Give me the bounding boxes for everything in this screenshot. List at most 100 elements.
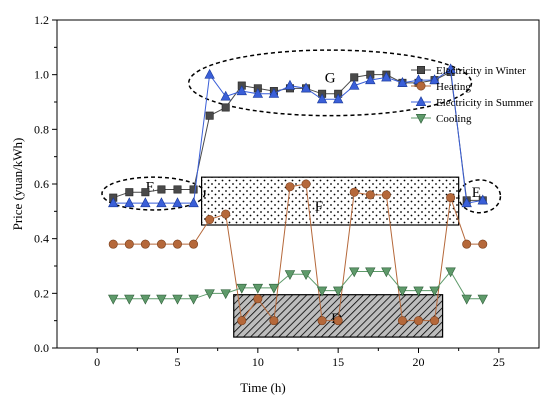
data-point	[365, 267, 376, 278]
data-point	[156, 294, 167, 305]
y-tick-label: 1.0	[34, 68, 49, 82]
legend-marker	[416, 81, 426, 91]
axes-layer: 0 5 10 15 20 25 0.0 0.2 0.4 0.6 0.8 1.0 1.2	[34, 13, 505, 369]
annotation-box-f	[201, 176, 460, 226]
data-point	[316, 286, 328, 297]
legend: Electricity in Winter Heating Electricity …	[411, 65, 533, 125]
legend-marker	[415, 96, 427, 106]
annotation-ellipse-e	[457, 179, 502, 214]
data-point	[236, 85, 247, 96]
data-point	[461, 197, 472, 208]
data-point	[478, 239, 488, 249]
data-point	[204, 289, 215, 300]
data-point	[349, 187, 359, 197]
data-point	[477, 194, 488, 205]
data-point	[397, 316, 407, 326]
data-point	[140, 239, 150, 249]
data-point	[301, 179, 311, 189]
y-axis-label: Price (yuan/kWh)	[10, 138, 25, 231]
data-point	[188, 294, 199, 305]
legend-label: Heating	[436, 81, 471, 93]
data-point	[397, 77, 408, 87]
data-point	[253, 294, 263, 304]
data-point	[317, 316, 327, 326]
annotation-label: G	[325, 70, 336, 86]
data-point	[333, 316, 343, 326]
annotation-layer: EEGFD	[101, 49, 502, 338]
annotation-ellipse-g	[187, 49, 473, 117]
data-point	[252, 87, 264, 98]
data-point	[157, 185, 166, 194]
series-1	[108, 179, 488, 326]
data-point	[284, 270, 296, 281]
data-point	[125, 188, 134, 197]
data-point	[108, 294, 119, 305]
data-point	[189, 239, 199, 249]
data-point	[349, 267, 360, 278]
data-point	[268, 283, 280, 294]
annotation-ellipse-e	[101, 176, 206, 211]
y-tick-label: 0.2	[34, 286, 49, 300]
x-tick-label: 25	[493, 355, 505, 369]
y-tick-label: 0.0	[34, 341, 49, 355]
data-point	[429, 286, 440, 297]
data-point	[365, 190, 375, 200]
data-point	[221, 209, 231, 219]
data-point	[429, 74, 440, 85]
data-point	[365, 74, 376, 85]
x-tick-label: 20	[413, 355, 425, 369]
legend-marker	[416, 66, 425, 75]
data-point	[446, 193, 456, 203]
data-point	[236, 283, 247, 294]
y-tick-label: 1.2	[34, 13, 49, 27]
data-point	[285, 182, 295, 192]
data-point	[397, 286, 408, 297]
data-point	[300, 82, 312, 93]
data-point	[173, 239, 183, 249]
series-3	[108, 267, 488, 305]
data-point	[220, 289, 231, 300]
data-point	[332, 93, 344, 104]
data-point	[140, 294, 151, 305]
legend-label: Electricity in Winter	[436, 65, 526, 77]
data-point	[381, 190, 391, 200]
annotation-label: F	[315, 199, 323, 215]
annotation-label: E	[146, 180, 155, 196]
data-point	[237, 316, 247, 326]
data-point	[381, 71, 392, 82]
data-point	[221, 103, 230, 112]
data-point	[173, 185, 182, 194]
data-point	[205, 215, 215, 225]
data-point	[269, 316, 279, 326]
data-point	[220, 90, 231, 101]
y-tick-label: 0.4	[34, 232, 49, 246]
data-point	[332, 286, 344, 297]
data-point	[462, 239, 472, 249]
data-point	[172, 294, 183, 305]
data-point	[205, 111, 214, 120]
data-point	[141, 188, 150, 197]
data-point	[349, 79, 360, 90]
data-point	[156, 197, 167, 208]
data-point	[381, 267, 392, 278]
data-point	[477, 294, 488, 305]
x-axis-label: Time (h)	[240, 380, 285, 395]
data-point	[156, 239, 166, 249]
data-point	[172, 197, 183, 208]
data-point	[124, 239, 134, 249]
data-point	[445, 63, 456, 74]
legend-label: Cooling	[436, 113, 472, 125]
annotation-label: E	[472, 185, 481, 201]
data-point	[108, 239, 118, 249]
data-point	[124, 294, 135, 305]
x-tick-label: 0	[94, 355, 100, 369]
x-tick-label: 5	[175, 355, 181, 369]
y-tick-label: 0.6	[34, 177, 49, 191]
data-point	[284, 79, 296, 90]
data-point	[413, 286, 424, 297]
data-point	[430, 316, 440, 326]
data-point	[140, 197, 151, 208]
data-point	[445, 267, 456, 278]
y-tick-label: 0.8	[34, 122, 49, 136]
